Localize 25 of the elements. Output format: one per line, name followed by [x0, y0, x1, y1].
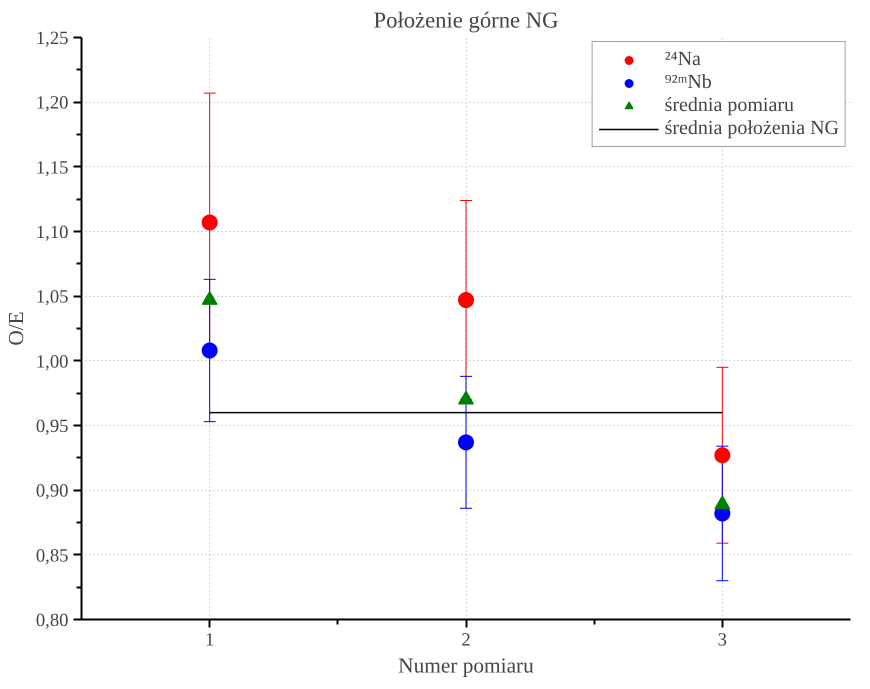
y-tick-label: 1,20: [36, 92, 69, 114]
y-tick-label: 1,05: [36, 286, 69, 308]
y-tick-label: 0,95: [36, 416, 69, 437]
y-axis-title: O/E: [4, 311, 28, 346]
chart-title: Położenie górne NG: [374, 8, 558, 32]
y-tick-label: 1,00: [36, 351, 69, 372]
point: [202, 342, 218, 358]
y-tick-label: 1,10: [36, 222, 69, 243]
point: [202, 214, 218, 230]
x-axis-title: Numer pomiaru: [398, 654, 534, 678]
y-tick-label: 0,90: [36, 480, 69, 502]
x-tick-label: 3: [718, 630, 727, 650]
legend-label: ⁹²ᵐNb: [664, 71, 712, 94]
legend-label: średnia pomiaru: [664, 94, 794, 117]
legend-label: ²⁴Na: [664, 48, 701, 71]
y-tick-label: 1,25: [36, 28, 69, 49]
point: [458, 292, 474, 308]
legend-label: średnia położenia NG: [664, 117, 839, 140]
y-tick-label: 0,85: [36, 545, 69, 566]
y-tick-label: 1,15: [36, 157, 69, 178]
x-tick-label: 2: [461, 630, 471, 650]
x-tick-label: 1: [205, 630, 214, 650]
y-tick-label: 0,80: [36, 610, 69, 631]
point: [458, 434, 474, 450]
point: [714, 447, 730, 464]
